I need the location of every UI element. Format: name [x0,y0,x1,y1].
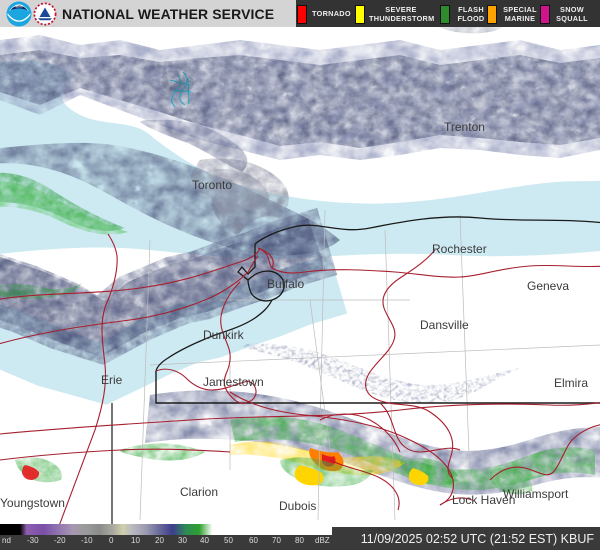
svg-text:NOAA: NOAA [15,6,23,9]
